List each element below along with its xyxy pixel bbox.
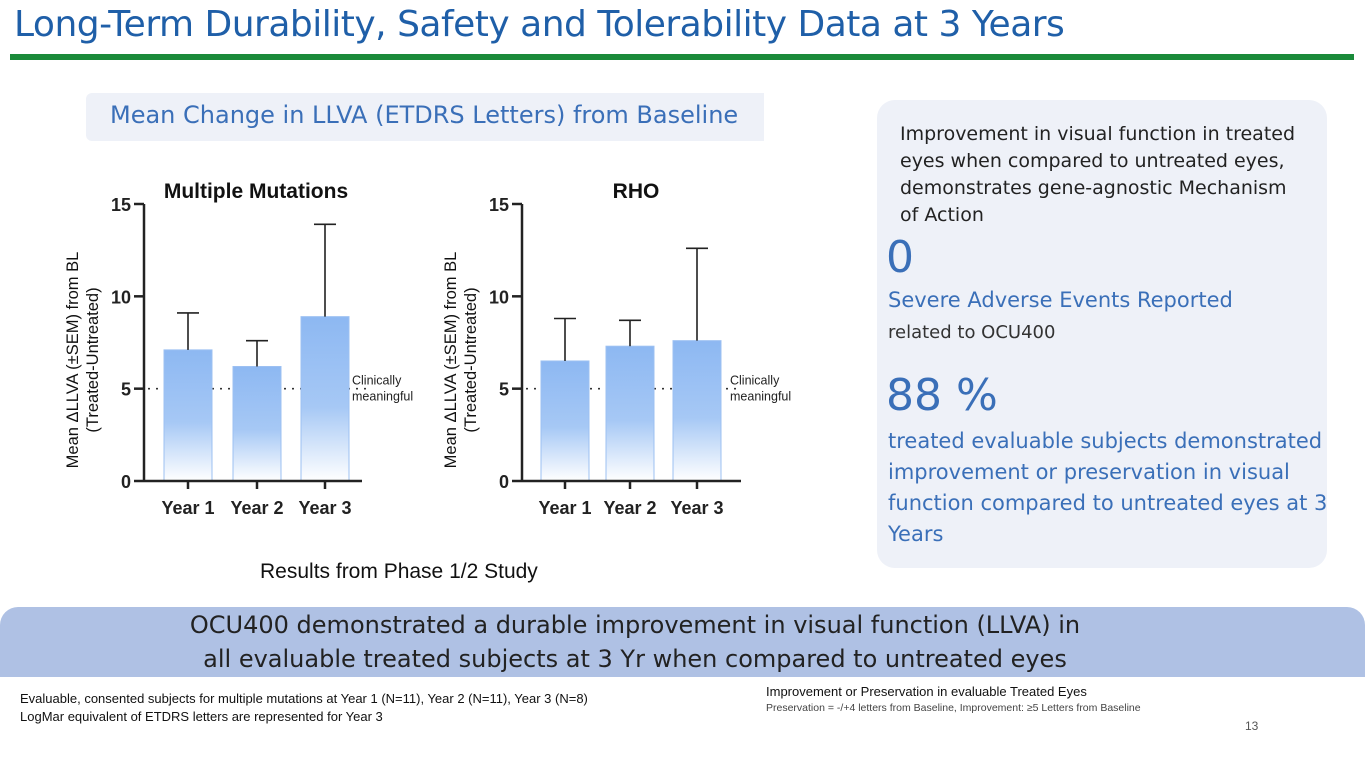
footnote-right-2: Preservation = -/+4 letters from Baselin… (766, 702, 1141, 714)
y-tick-label-15: 15 (489, 195, 509, 215)
x-tick-label-3: Year 3 (670, 498, 723, 518)
footnote-left-2: LogMar equivalent of ETDRS letters are r… (20, 709, 383, 724)
x-tick-label-2: Year 2 (603, 498, 656, 518)
x-tick-label-1: Year 1 (161, 498, 214, 518)
y-axis-label: Mean ΔLLVA (±SEM) from BL (Treated-Untrea… (64, 252, 102, 469)
panel-intro: Improvement in visual function in treate… (900, 123, 1296, 226)
stat-percent-label: treated evaluable subjects demonstrated … (888, 429, 1328, 546)
page-number: 13 (1245, 719, 1259, 733)
bar-2 (232, 366, 282, 482)
x-tick-label-1: Year 1 (538, 498, 591, 518)
slide-title: Long-Term Durability, Safety and Tolerab… (14, 4, 1065, 45)
bar-3 (672, 340, 722, 482)
y-tick-label-10: 10 (111, 287, 131, 307)
footnote-left: Evaluable, consented subjects for multip… (20, 690, 588, 726)
footnote-left-1: Evaluable, consented subjects for multip… (20, 691, 588, 706)
y-tick-label-0: 0 (121, 472, 131, 492)
y-tick-label-5: 5 (121, 380, 131, 400)
summary-panel (877, 100, 1327, 568)
chart-header-box: Mean Change in LLVA (ETDRS Letters) from… (86, 93, 764, 141)
stat-sae-label: Severe Adverse Events Reported (888, 288, 1233, 312)
bar-1 (540, 360, 590, 482)
y-tick-label-15: 15 (111, 195, 131, 215)
x-tick-label-2: Year 2 (230, 498, 283, 518)
chart-header-text: Mean Change in LLVA (ETDRS Letters) from… (110, 101, 739, 129)
x-tick-label-3: Year 3 (298, 498, 351, 518)
y-tick-label-5: 5 (499, 380, 509, 400)
y-tick-label-0: 0 (499, 472, 509, 492)
conclusion-banner: OCU400 demonstrated a durable improvemen… (0, 607, 1365, 677)
stat-sae-sub: related to OCU400 (888, 322, 1056, 343)
bar-1 (163, 349, 213, 482)
stat-sae-value: 0 (886, 232, 914, 283)
threshold-label: Clinically meaningful (352, 374, 413, 404)
footnote-right-1: Improvement or Preservation in evaluable… (766, 684, 1087, 699)
bar-3 (300, 316, 350, 482)
chart-rho: RHO Mean ΔLLVA (±SEM) from BL (Treated-Unt… (442, 180, 791, 518)
banner-line-2: all evaluable treated subjects at 3 Yr w… (203, 645, 1067, 673)
chart-title: Multiple Mutations (164, 180, 348, 203)
chart-title: RHO (613, 180, 660, 203)
banner-line-1: OCU400 demonstrated a durable improvemen… (189, 611, 1081, 639)
y-tick-label-10: 10 (489, 287, 509, 307)
stat-percent-value: 88 % (886, 370, 998, 421)
title-divider (10, 54, 1354, 60)
threshold-label: Clinically meaningful (730, 374, 791, 404)
results-note: Results from Phase 1/2 Study (260, 560, 538, 583)
chart-multiple-mutations: Multiple Mutations Mean ΔLLVA (±SEM) from… (64, 180, 413, 518)
y-axis-label: Mean ΔLLVA (±SEM) from BL (Treated-Untrea… (442, 252, 480, 469)
bar-2 (605, 345, 655, 482)
